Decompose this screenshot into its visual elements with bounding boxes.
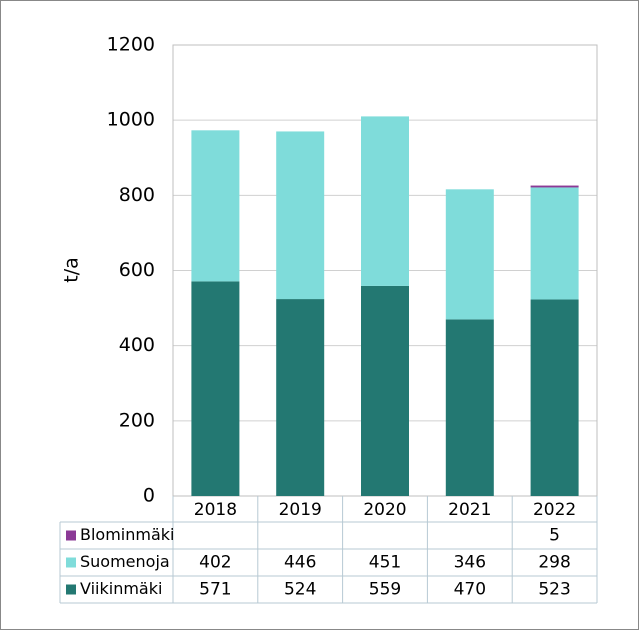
table-value: 346: [454, 553, 486, 573]
legend-swatch: [66, 530, 76, 541]
table-value: 470: [454, 580, 486, 600]
x-tick-label: 2018: [194, 500, 237, 520]
bar-segment: [361, 285, 409, 496]
table-value: 446: [284, 553, 316, 573]
x-tick-label: 2019: [279, 500, 322, 520]
table-value: 298: [538, 553, 570, 573]
y-tick-label: 600: [119, 259, 155, 281]
y-tick-label: 400: [119, 334, 155, 356]
legend-label: Viikinmäki: [80, 579, 162, 598]
table-value: 524: [284, 580, 316, 600]
bar-segment: [530, 185, 579, 188]
y-tick-label: 200: [119, 409, 155, 431]
table-value: 523: [538, 580, 570, 600]
bar-segment: [530, 187, 579, 300]
y-tick-label: 1200: [107, 34, 155, 56]
bar-segment: [445, 319, 494, 496]
table-value: 402: [199, 553, 231, 573]
bar-segment: [191, 130, 240, 282]
bar-segment: [361, 116, 409, 286]
y-axis-label: t/a: [61, 257, 83, 283]
table-value: 451: [369, 553, 401, 573]
bar-segment: [445, 189, 494, 320]
table-value: 559: [369, 580, 401, 600]
bar-segment: [276, 131, 325, 300]
table-value: 5: [549, 526, 560, 546]
legend-swatch: [66, 584, 76, 595]
bar-segment: [530, 299, 579, 496]
legend-swatch: [66, 557, 76, 568]
y-tick-label: 800: [119, 184, 155, 206]
x-tick-label: 2022: [533, 500, 576, 520]
bar-segment: [276, 299, 325, 496]
table-value: 571: [199, 580, 231, 600]
x-tick-label: 2020: [363, 500, 406, 520]
x-tick-label: 2021: [448, 500, 491, 520]
y-tick-label: 1000: [107, 109, 155, 131]
bar-segment: [191, 281, 240, 496]
legend-label: Suomenoja: [80, 552, 170, 571]
legend-label: Blominmäki: [80, 525, 174, 544]
y-tick-label: 0: [143, 485, 155, 507]
